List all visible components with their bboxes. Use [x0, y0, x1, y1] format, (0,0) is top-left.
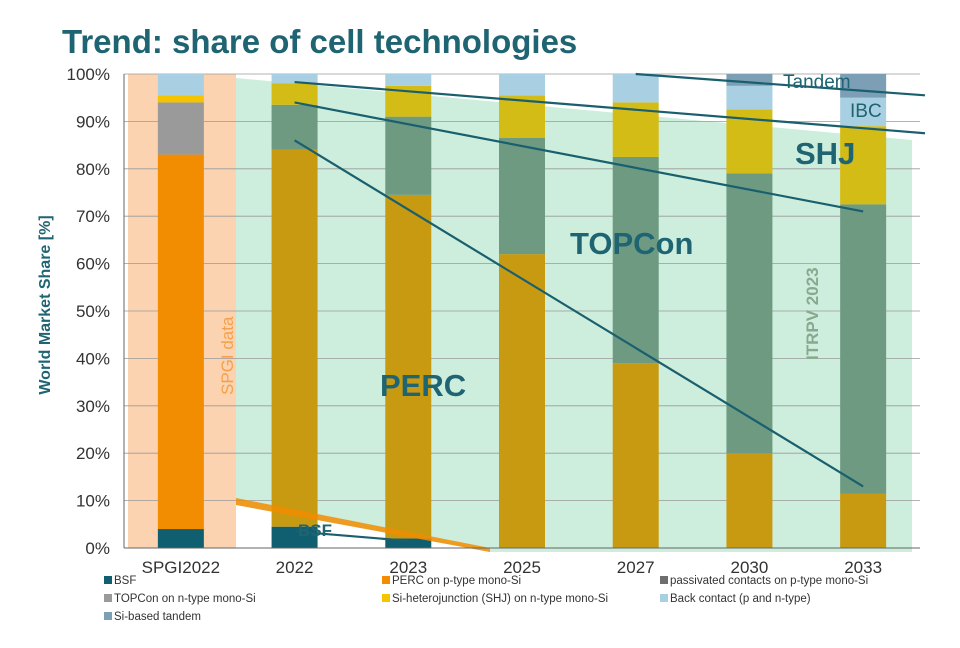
x-tick-label: 2030	[731, 558, 769, 577]
bar-segment	[840, 126, 887, 205]
y-tick-label: 80%	[76, 160, 110, 179]
legend-entry: passivated contacts on p-type mono-Si	[670, 575, 868, 587]
x-tick-label: 2025	[503, 558, 541, 577]
x-tick-label: 2027	[617, 558, 655, 577]
legend-entry: Si-based tandem	[114, 611, 201, 623]
bar-segment	[726, 453, 773, 548]
tandem-annotation: Tandem	[783, 72, 851, 93]
bar-segment	[499, 74, 545, 96]
legend-swatch	[660, 576, 668, 584]
y-tick-label: 10%	[76, 492, 110, 511]
perc-annotation: PERC	[380, 368, 466, 403]
bar-segment	[271, 149, 318, 527]
bar-segment	[157, 529, 204, 548]
bar-segment	[726, 173, 773, 454]
legend-entry: BSF	[114, 575, 136, 587]
topcon-annotation: TOPCon	[570, 226, 693, 261]
shj-trend	[294, 80, 926, 135]
bar-segment	[385, 538, 432, 548]
bar-segment	[157, 154, 204, 530]
bsf-trend	[294, 530, 409, 542]
legend-entry: TOPCon on n-type mono-Si	[114, 593, 256, 605]
legend-swatch	[660, 594, 668, 602]
topcon-trend	[294, 101, 864, 213]
legend-entry: Back contact (p and n-type)	[670, 593, 811, 605]
bar-segment	[271, 74, 318, 84]
y-axis-label: World Market Share [%]	[37, 215, 54, 394]
axes: 0% 10% 20% 30% 40% 50% 60% 70% 80% 90% 100% SPGI202…	[67, 65, 920, 577]
y-tick-label: 20%	[76, 444, 110, 463]
bar-segment	[840, 204, 887, 494]
legend-swatch	[382, 576, 390, 584]
bar-segment	[612, 363, 659, 548]
x-tick-label: 2022	[276, 558, 314, 577]
x-tick-label: 2033	[844, 558, 882, 577]
bsf-annotation: BSF	[298, 521, 332, 540]
bsf-wedge	[236, 498, 490, 552]
bar-segment	[499, 137, 545, 255]
bar-segment	[157, 74, 204, 96]
shj-annotation: SHJ	[795, 136, 855, 171]
x-tick-label: SPGI2022	[142, 558, 220, 577]
spgi-data-annotation: SPGI data	[218, 316, 237, 395]
y-tick-label: 100%	[67, 65, 110, 84]
y-tick-label: 50%	[76, 302, 110, 321]
legend-swatch	[104, 612, 112, 620]
legend-entry: Si-heterojunction (SHJ) on n-type mono-S…	[392, 593, 608, 605]
y-tick-label: 70%	[76, 207, 110, 226]
y-tick-label: 0%	[85, 539, 110, 558]
chart-title: Trend: share of cell technologies	[62, 23, 577, 60]
y-tick-label: 60%	[76, 255, 110, 274]
legend-swatch	[104, 594, 112, 602]
bar-segment	[385, 194, 432, 539]
bar-segment	[840, 493, 887, 548]
y-tick-label: 30%	[76, 397, 110, 416]
y-tick-label: 40%	[76, 349, 110, 368]
ibc-annotation: IBC	[850, 101, 882, 122]
bar-segment	[271, 83, 318, 105]
bar-segment	[385, 116, 432, 195]
bar-segment	[612, 74, 659, 103]
bar-segment	[499, 254, 545, 548]
bar-segment	[612, 156, 659, 364]
legend-entry: PERC on p-type mono-Si	[392, 575, 521, 587]
bar-segment	[840, 97, 887, 127]
bar-segment	[726, 74, 773, 86]
bar-segment	[271, 104, 318, 150]
legend: BSF PERC on p-type mono-Si passivated cont…	[104, 575, 868, 623]
legend-swatch	[104, 576, 112, 584]
perc-trend	[293, 139, 864, 488]
itrpv-annotation: ITRPV 2023	[803, 267, 822, 360]
bar-segment	[726, 85, 773, 110]
tandem-trend	[635, 72, 926, 97]
bar-segment	[157, 95, 204, 103]
x-tick-label: 2023	[389, 558, 427, 577]
legend-swatch	[382, 594, 390, 602]
bar-segment	[157, 102, 204, 155]
bar-segment	[385, 74, 432, 86]
y-tick-label: 90%	[76, 112, 110, 131]
trend-lines	[293, 72, 926, 542]
